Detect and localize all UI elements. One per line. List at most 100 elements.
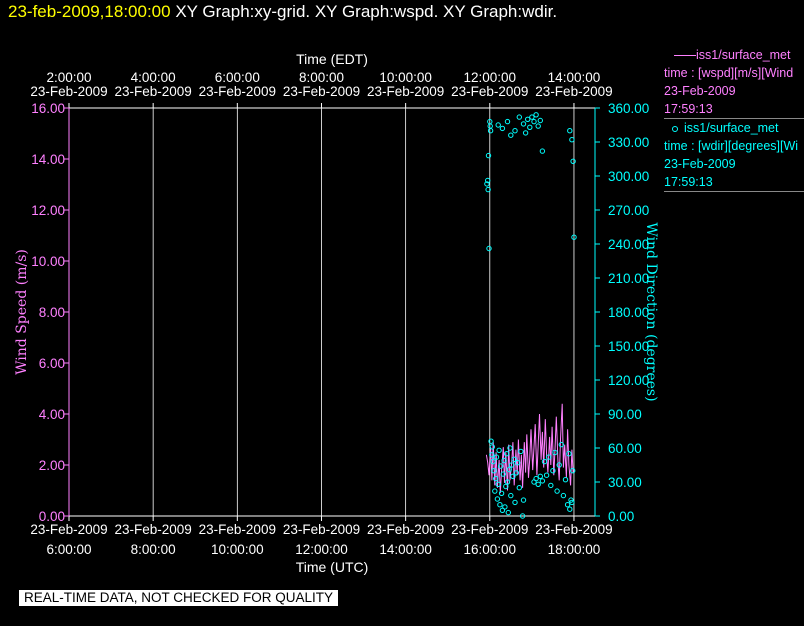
x-tick-label-utc: 10:00:00 (211, 542, 264, 557)
y-right-tick-label: 30.00 (608, 475, 642, 490)
wind-direction-point (503, 451, 510, 457)
wind-direction-point (487, 123, 493, 129)
line-symbol-icon (674, 55, 696, 57)
y-left-tick-label: 0.00 (39, 509, 65, 524)
wind-direction-point (507, 445, 513, 451)
wind-direction-point (493, 454, 500, 460)
wind-direction-point (485, 152, 492, 159)
wind-direction-point (546, 454, 552, 460)
wind-direction-point (571, 234, 577, 240)
wind-direction-point (548, 482, 554, 489)
x-tick-date: 23-Feb-2009 (283, 522, 360, 537)
x-tick-label-edt: 12:00:00 (464, 70, 517, 85)
wind-direction-point (554, 488, 560, 494)
wind-direction-point (543, 472, 550, 478)
wind-direction-point (492, 488, 498, 494)
wind-direction-point (508, 132, 514, 138)
x-tick-date-top: 23-Feb-2009 (115, 84, 192, 99)
legend-wdir-var: time : [wdir][degrees][Wi (664, 139, 799, 153)
legend-wspd-source: iss1/surface_met (696, 48, 791, 62)
x-tick-date: 23-Feb-2009 (30, 522, 107, 537)
wind-direction-point (552, 449, 558, 456)
wind-direction-point (508, 492, 514, 499)
wind-direction-point (496, 447, 502, 453)
wind-direction-point (487, 128, 494, 134)
wind-direction-point (502, 504, 508, 510)
wind-direction-point (513, 470, 519, 476)
wind-direction-point (519, 513, 526, 519)
x-axis-title-edt: Time (EDT) (296, 51, 368, 67)
y-left-tick-label: 14.00 (31, 152, 65, 167)
legend-item-wdir: iss1/surface_met time : [wdir][degrees][… (664, 119, 804, 191)
x-tick-label-utc: 14:00:00 (379, 542, 432, 557)
x-tick-date-top: 23-Feb-2009 (451, 84, 528, 99)
legend-wspd-date: 23-Feb-2009 (664, 84, 736, 98)
wind-direction-point (529, 114, 535, 120)
wind-direction-point (520, 121, 527, 127)
circle-symbol-icon (672, 125, 678, 132)
legend-wspd-time: 17:59:13 (664, 102, 713, 116)
legend-wdir-time: 17:59:13 (664, 175, 713, 189)
wind-direction-point (503, 483, 509, 490)
y-left-tick-label: 2.00 (39, 458, 65, 473)
y-left-tick-label: 8.00 (39, 305, 65, 320)
legend-wdir-date: 23-Feb-2009 (664, 157, 736, 171)
wind-direction-point (558, 441, 564, 448)
wind-direction-point (539, 148, 546, 154)
wind-direction-point (527, 124, 533, 131)
wind-direction-point (504, 118, 511, 125)
wind-direction-point (566, 451, 572, 457)
x-tick-date: 23-Feb-2009 (367, 522, 444, 537)
wind-direction-point (495, 481, 501, 487)
x-tick-label-utc: 6:00:00 (46, 542, 91, 557)
y-right-tick-label: 330.00 (608, 135, 649, 150)
wind-direction-point (500, 471, 506, 477)
wind-direction-point (488, 438, 494, 444)
x-tick-label-edt: 14:00:00 (548, 70, 601, 85)
y-right-tick-label: 90.00 (608, 407, 642, 422)
wind-direction-point (570, 158, 576, 165)
wind-direction-point (499, 507, 506, 513)
wind-direction-point (494, 496, 501, 502)
x-tick-label-utc: 16:00:00 (464, 542, 517, 557)
wind-direction-point (516, 114, 522, 120)
legend: iss1/surface_met time : [wspd][m/s][Wind… (664, 46, 804, 194)
wind-direction-point (498, 463, 504, 469)
vertical-gridlines (68, 108, 575, 516)
wind-direction-point (489, 452, 495, 458)
wind-direction-point (489, 444, 495, 450)
wind-direction-point (497, 502, 503, 508)
y-right-axis-title: Wind Direction (degrees) (643, 222, 659, 401)
wind-direction-point (556, 462, 562, 468)
x-tick-label-edt: 4:00:00 (131, 70, 176, 85)
wind-direction-point (535, 123, 541, 129)
x-tick-date-top: 23-Feb-2009 (199, 84, 276, 99)
x-tick-label-edt: 8:00:00 (299, 70, 344, 85)
x-tick-date: 23-Feb-2009 (451, 522, 528, 537)
legend-item-wspd: iss1/surface_met time : [wspd][m/s][Wind… (664, 46, 804, 118)
y-left-tick-label: 16.00 (31, 101, 65, 116)
wind-direction-point (525, 116, 531, 123)
y-left-tick-label: 12.00 (31, 203, 65, 218)
x-tick-date: 23-Feb-2009 (199, 522, 276, 537)
wind-speed-line (485, 403, 574, 494)
wind-direction-point (485, 177, 491, 184)
wind-direction-point (562, 477, 569, 483)
y-right-tick-label: 300.00 (608, 169, 649, 184)
wind-direction-point (509, 462, 515, 468)
wind-direction-point (512, 499, 518, 506)
x-tick-label-utc: 18:00:00 (548, 542, 601, 557)
wind-direction-point (510, 473, 516, 479)
wind-direction-point (569, 499, 575, 506)
x-tick-date-top: 23-Feb-2009 (30, 84, 107, 99)
wind-direction-point (535, 481, 541, 487)
y-right-tick-label: 270.00 (608, 203, 649, 218)
wind-direction-point (514, 460, 521, 466)
wind-direction-point (567, 128, 573, 134)
x-tick-label-edt: 6:00:00 (215, 70, 260, 85)
y-left-axis-title: Wind Speed (m/s) (14, 249, 30, 375)
axes: 23-Feb-20096:00:0023-Feb-20092:00:0023-F… (14, 51, 659, 575)
wind-direction-point (511, 456, 517, 462)
wind-direction-point (499, 125, 506, 132)
